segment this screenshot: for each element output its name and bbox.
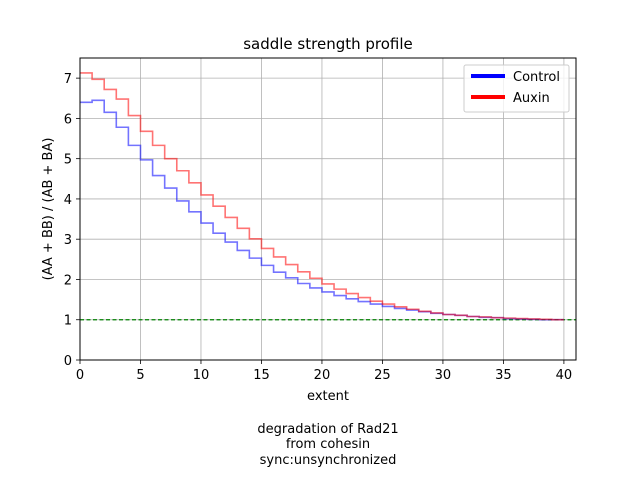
y-tick-label: 1 xyxy=(64,314,72,329)
x-ticks: 0 5 10 15 20 25 30 35 40 xyxy=(76,360,572,383)
x-tick-label: 30 xyxy=(435,368,452,383)
y-tick-label: 6 xyxy=(64,112,72,127)
x-tick-label: 25 xyxy=(374,368,391,383)
y-tick-label: 3 xyxy=(64,233,72,248)
legend: Control Auxin xyxy=(463,64,570,113)
y-tick-label: 5 xyxy=(64,153,72,168)
x-tick-label: 0 xyxy=(76,368,84,383)
y-tick-label: 7 xyxy=(64,72,72,87)
caption-line-2: from cohesin xyxy=(286,437,370,452)
y-axis-label: (AA + BB) / (AB + BA) xyxy=(41,138,56,281)
plot-frame xyxy=(79,57,577,361)
caption: degradation of Rad21 from cohesin sync:u… xyxy=(257,422,398,468)
y-ticks: 0 1 2 3 4 5 6 7 xyxy=(64,72,80,369)
x-tick-label: 40 xyxy=(556,368,573,383)
caption-line-3: sync:unsynchronized xyxy=(260,453,397,468)
series-line-auxin xyxy=(80,72,564,321)
x-tick-label: 15 xyxy=(253,368,270,383)
y-tick-label: 2 xyxy=(64,273,72,288)
y-tick-label: 4 xyxy=(64,193,72,208)
legend-label-control: Control xyxy=(513,70,560,85)
x-tick-label: 35 xyxy=(495,368,512,383)
x-tick-label: 20 xyxy=(314,368,331,383)
legend-label-auxin: Auxin xyxy=(513,91,550,106)
chart-title: saddle strength profile xyxy=(243,35,413,53)
y-tick-label: 0 xyxy=(64,354,72,369)
x-tick-label: 5 xyxy=(136,368,144,383)
x-tick-label: 10 xyxy=(193,368,210,383)
series-layer xyxy=(80,72,564,321)
caption-line-1: degradation of Rad21 xyxy=(257,422,398,437)
x-axis-label: extent xyxy=(307,389,349,404)
